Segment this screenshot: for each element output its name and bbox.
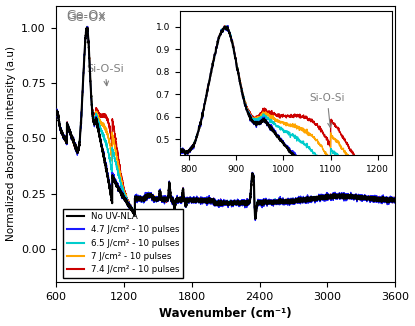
X-axis label: Wavenumber (cm⁻¹): Wavenumber (cm⁻¹)	[159, 307, 292, 320]
Legend: No UV-NLA, 4.7 J/cm² - 10 pulses, 6.5 J/cm² - 10 pulses, 7 J/cm² - 10 pulses, 7.: No UV-NLA, 4.7 J/cm² - 10 pulses, 6.5 J/…	[63, 209, 183, 278]
Text: Ge-Ox: Ge-Ox	[66, 9, 105, 22]
Text: Ge-Ox: Ge-Ox	[66, 11, 105, 24]
Text: Si-O-Si: Si-O-Si	[86, 64, 124, 86]
Y-axis label: Normalized absorption intensity (a.u): Normalized absorption intensity (a.u)	[5, 46, 15, 241]
